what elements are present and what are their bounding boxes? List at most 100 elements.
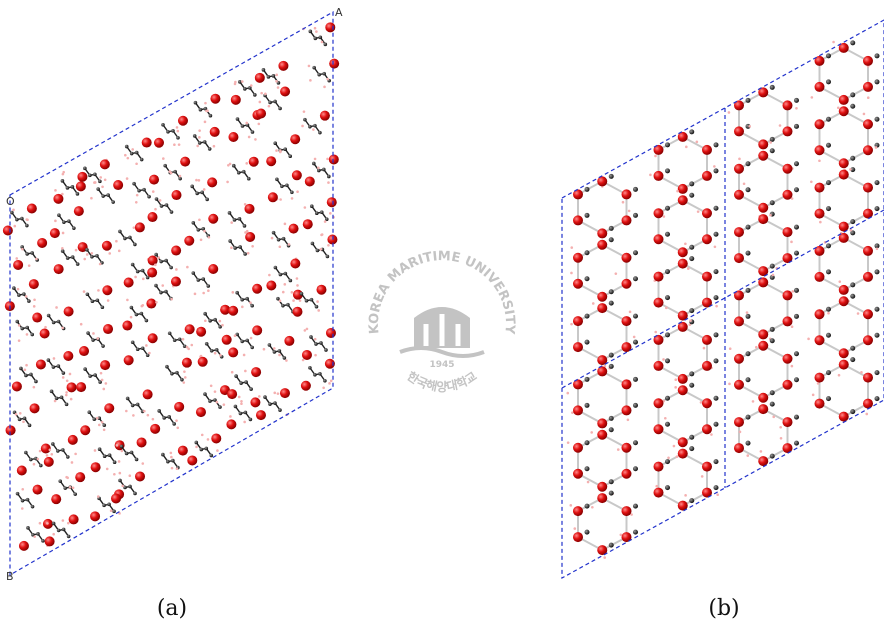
oxygen-atom bbox=[597, 430, 607, 440]
carbon-atom bbox=[41, 539, 45, 543]
oxygen-atom bbox=[734, 316, 744, 326]
crystal-a bbox=[3, 22, 339, 551]
hydrogen-atom bbox=[18, 339, 21, 342]
hydrogen-atom bbox=[75, 249, 78, 252]
oxygen-atom bbox=[30, 403, 40, 413]
oxygen-atom bbox=[621, 443, 631, 453]
carbon-atom bbox=[166, 130, 170, 134]
oxygen-atom bbox=[80, 425, 90, 435]
carbon-atom bbox=[794, 251, 799, 256]
oxygen-atom bbox=[122, 321, 132, 331]
oxygen-atom bbox=[252, 284, 262, 294]
carbon-atom bbox=[665, 485, 670, 490]
carbon-atom bbox=[238, 245, 242, 249]
carbon-atom bbox=[123, 237, 127, 241]
oxygen-atom bbox=[100, 360, 110, 370]
hydrogen-atom bbox=[196, 145, 199, 148]
hydrogen-atom bbox=[241, 306, 244, 309]
carbon-atom bbox=[93, 173, 97, 177]
hydrogen-atom bbox=[198, 218, 201, 221]
bond bbox=[63, 251, 78, 264]
carbon-atom bbox=[746, 251, 751, 256]
carbon-atom bbox=[101, 194, 105, 198]
hydrogen-atom bbox=[141, 305, 144, 308]
carbon-atom bbox=[689, 371, 694, 376]
carbon-atom bbox=[133, 492, 137, 496]
oxygen-atom bbox=[198, 357, 208, 367]
carbon-atom bbox=[874, 180, 879, 185]
carbon-atom bbox=[91, 338, 95, 342]
oxygen-atom bbox=[196, 407, 206, 417]
oxygen-atom bbox=[815, 119, 825, 129]
hydrogen-atom bbox=[326, 78, 329, 81]
carbon-atom bbox=[609, 174, 614, 179]
oxygen-atom bbox=[815, 272, 825, 282]
bond bbox=[193, 273, 208, 286]
carbon-atom bbox=[794, 377, 799, 382]
hydrogen-atom bbox=[26, 333, 29, 336]
oxygen-atom bbox=[301, 381, 311, 391]
oxygen-atom bbox=[597, 176, 607, 186]
carbon-atom bbox=[101, 344, 105, 348]
hydrogen-atom bbox=[204, 102, 207, 105]
oxygen-atom bbox=[102, 285, 112, 295]
oxygen-atom bbox=[678, 449, 688, 459]
hydrogen-atom bbox=[279, 299, 282, 302]
carbon-atom bbox=[178, 337, 182, 341]
hydrogen-atom bbox=[35, 258, 38, 261]
carbon-atom bbox=[93, 373, 97, 377]
hydrogen-atom bbox=[714, 245, 717, 248]
carbon-atom bbox=[135, 313, 139, 317]
bond bbox=[98, 189, 113, 202]
hydrogen-atom bbox=[291, 197, 294, 200]
hydrogen-atom bbox=[135, 201, 138, 204]
carbon-atom bbox=[310, 204, 314, 208]
oxygen-atom bbox=[782, 100, 792, 110]
carbon-atom bbox=[243, 252, 247, 256]
oxygen-atom bbox=[597, 240, 607, 250]
carbon-atom bbox=[850, 357, 855, 362]
carbon-atom bbox=[314, 37, 318, 41]
hydrogen-atom bbox=[622, 201, 625, 204]
carbon-atom bbox=[234, 374, 238, 378]
carbon-atom bbox=[213, 318, 217, 322]
carbon-atom bbox=[30, 333, 34, 337]
hydrogen-atom bbox=[102, 388, 105, 391]
hydrogen-atom bbox=[145, 344, 148, 347]
oxygen-atom bbox=[228, 132, 238, 142]
bond bbox=[163, 125, 178, 138]
hydrogen-atom bbox=[779, 426, 782, 429]
hydrogen-atom bbox=[18, 324, 21, 327]
carbon-atom bbox=[155, 197, 159, 201]
carbon-atom bbox=[76, 262, 80, 266]
hydrogen-atom bbox=[701, 475, 704, 478]
oxygen-atom bbox=[782, 354, 792, 364]
hydrogen-atom bbox=[818, 159, 821, 162]
hydrogen-atom bbox=[65, 394, 68, 397]
bond bbox=[237, 119, 252, 132]
carbon-atom bbox=[585, 403, 590, 408]
bond bbox=[156, 199, 171, 212]
oxygen-atom bbox=[863, 335, 873, 345]
hydrogen-atom bbox=[296, 190, 299, 193]
hydrogen-atom bbox=[329, 212, 332, 215]
oxygen-atom bbox=[597, 228, 607, 238]
bond bbox=[52, 391, 67, 404]
hydrogen-atom bbox=[317, 167, 320, 170]
carbon-atom bbox=[826, 333, 831, 338]
oxygen-atom bbox=[210, 127, 220, 137]
carbon-atom bbox=[154, 284, 158, 288]
carbon-atom bbox=[665, 206, 670, 211]
carbon-atom bbox=[165, 365, 169, 369]
bond bbox=[18, 494, 33, 507]
hydrogen-atom bbox=[324, 220, 327, 223]
oxygen-atom bbox=[150, 424, 160, 434]
hydrogen-atom bbox=[327, 244, 330, 247]
hydrogen-atom bbox=[96, 417, 99, 420]
carbon-atom bbox=[689, 193, 694, 198]
oxygen-atom bbox=[758, 139, 768, 149]
hydrogen-atom bbox=[183, 370, 186, 373]
oxygen-atom bbox=[76, 181, 86, 191]
carbon-atom bbox=[111, 200, 115, 204]
hydrogen-atom bbox=[268, 105, 271, 108]
